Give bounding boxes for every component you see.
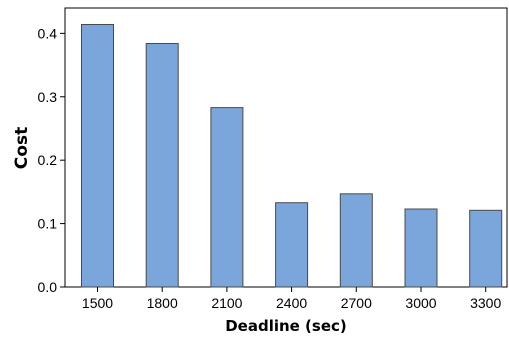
x-tick-label-1500: 1500	[82, 295, 113, 311]
y-axis-ticks: 0.0 0.1 0.2 0.3 0.4	[38, 25, 65, 295]
y-tick-label-0.1: 0.1	[38, 216, 58, 232]
y-tick-label-0.4: 0.4	[38, 25, 58, 41]
bar-2700	[340, 194, 372, 287]
x-tick-label-3000: 3000	[405, 295, 436, 311]
x-tick-label-2100: 2100	[211, 295, 242, 311]
bar-2400	[276, 203, 308, 287]
bar-1800	[146, 44, 178, 288]
bar-3300	[470, 210, 502, 287]
y-tick-label-0.2: 0.2	[38, 152, 58, 168]
x-tick-label-2400: 2400	[276, 295, 307, 311]
x-axis-ticks: 1500 1800 2100 2400 2700 3000 3300	[82, 287, 502, 311]
bars	[82, 25, 502, 288]
y-axis-title: Cost	[12, 127, 32, 169]
x-tick-label-1800: 1800	[147, 295, 178, 311]
bar-3000	[405, 209, 437, 287]
x-axis-title: Deadline (sec)	[225, 317, 347, 335]
y-tick-label-0.3: 0.3	[38, 89, 58, 105]
y-tick-label-0.0: 0.0	[38, 279, 58, 295]
bar-2100	[211, 108, 243, 287]
x-tick-label-3300: 3300	[470, 295, 501, 311]
x-tick-label-2700: 2700	[341, 295, 372, 311]
bar-1500	[82, 25, 114, 288]
